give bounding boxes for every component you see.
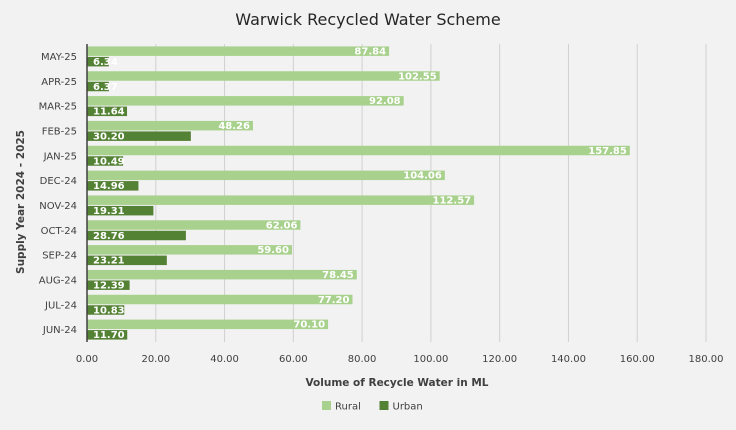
data-label-rural: 59.60 (257, 245, 289, 256)
data-label-rural: 92.08 (369, 96, 401, 107)
x-tick-label: 120.00 (482, 354, 517, 365)
data-label-urban: 14.96 (93, 181, 125, 192)
x-tick-label: 180.00 (689, 354, 724, 365)
data-label-rural: 70.10 (293, 320, 325, 331)
bar-urban (87, 156, 124, 166)
bar-rural (87, 220, 301, 230)
data-label-rural: 112.57 (433, 195, 472, 206)
y-tick-label: APR-25 (41, 77, 77, 88)
bar-rural (87, 245, 292, 255)
data-label-urban: 6.37 (93, 82, 118, 93)
data-label-rural: 77.20 (318, 295, 350, 306)
x-axis-tick-labels: 0.00 20.00 40.00 60.00 80.00 100.00 120.00 140.… (76, 354, 724, 365)
x-tick-label: 160.00 (620, 354, 655, 365)
bar-urban (87, 131, 191, 141)
y-tick-label: NOV-24 (39, 201, 77, 212)
bar-rural (87, 46, 390, 56)
bar-urban (87, 305, 125, 315)
data-label-urban: 19.31 (93, 206, 125, 217)
legend: Rural Urban (322, 401, 423, 413)
x-tick-label: 60.00 (279, 354, 308, 365)
bar-rural (87, 269, 357, 280)
y-axis-title: Supply Year 2024 - 2025 (15, 130, 27, 274)
gridlines (155, 44, 707, 342)
bar-urban (87, 81, 109, 92)
data-label-rural: 104.06 (403, 171, 442, 182)
bar-urban (87, 181, 139, 191)
bar-urban (87, 255, 167, 266)
x-tick-label: 40.00 (210, 354, 239, 365)
data-labels-group: 70.10 11.70 77.20 10.83 78.45 12.39 59.60 23.21… (93, 46, 627, 341)
bar-rural (87, 294, 353, 305)
data-label-urban: 30.20 (93, 131, 125, 142)
data-label-urban: 11.64 (93, 107, 125, 118)
data-label-rural: 87.84 (354, 46, 386, 57)
x-tick-label: 0.00 (76, 354, 98, 365)
y-tick-label: JAN-25 (43, 151, 77, 162)
chart-title: Warwick Recycled Water Scheme (235, 10, 500, 29)
legend-label: Rural (335, 402, 361, 413)
data-label-urban: 28.76 (93, 231, 125, 242)
y-tick-label: OCT-24 (41, 226, 77, 237)
x-tick-label: 20.00 (141, 354, 170, 365)
data-label-rural: 62.06 (266, 220, 298, 231)
y-tick-label: AUG-24 (39, 275, 77, 286)
bar-rural (87, 71, 440, 81)
legend-swatch (322, 401, 331, 410)
y-tick-label: JUN-24 (42, 325, 77, 336)
data-label-urban: 11.70 (93, 330, 125, 341)
data-label-rural: 102.55 (398, 71, 437, 82)
data-label-urban: 6.34 (93, 57, 118, 68)
legend-label: Urban (393, 402, 423, 413)
bar-rural (87, 96, 404, 106)
bar-urban (87, 56, 109, 67)
data-label-urban: 23.21 (93, 256, 125, 267)
y-tick-label: JUL-24 (44, 300, 77, 311)
data-label-rural: 78.45 (322, 270, 354, 281)
x-tick-label: 140.00 (551, 354, 586, 365)
data-label-rural: 48.26 (218, 121, 250, 132)
bar-urban (87, 330, 128, 340)
data-label-urban: 12.39 (93, 280, 125, 291)
bar-rural (87, 170, 445, 181)
data-label-urban: 10.49 (93, 156, 125, 167)
bar-rural (87, 145, 630, 156)
legend-swatch (379, 401, 389, 410)
bar-urban (87, 230, 186, 241)
x-tick-label: 80.00 (348, 354, 377, 365)
y-tick-label: MAY-25 (41, 52, 77, 63)
data-label-rural: 157.85 (588, 146, 627, 157)
bar-urban (87, 280, 130, 290)
bar-rural (87, 195, 475, 205)
data-label-urban: 10.83 (93, 305, 125, 316)
x-tick-label: 100.00 (413, 354, 448, 365)
bar-rural (87, 120, 253, 131)
bars-group (87, 46, 630, 340)
bar-rural (87, 319, 329, 330)
y-tick-label: DEC-24 (40, 176, 77, 187)
bar-urban (87, 205, 154, 216)
y-axis-tick-labels: JUN-24 JUL-24 AUG-24 SEP-24 OCT-24 NOV-24 DEC-… (39, 52, 77, 336)
bar-urban (87, 106, 128, 117)
x-axis-title: Volume of Recycle Water in ML (305, 377, 488, 389)
y-tick-label: SEP-24 (42, 251, 77, 262)
y-tick-label: FEB-25 (42, 126, 77, 137)
y-tick-label: MAR-25 (39, 102, 77, 113)
